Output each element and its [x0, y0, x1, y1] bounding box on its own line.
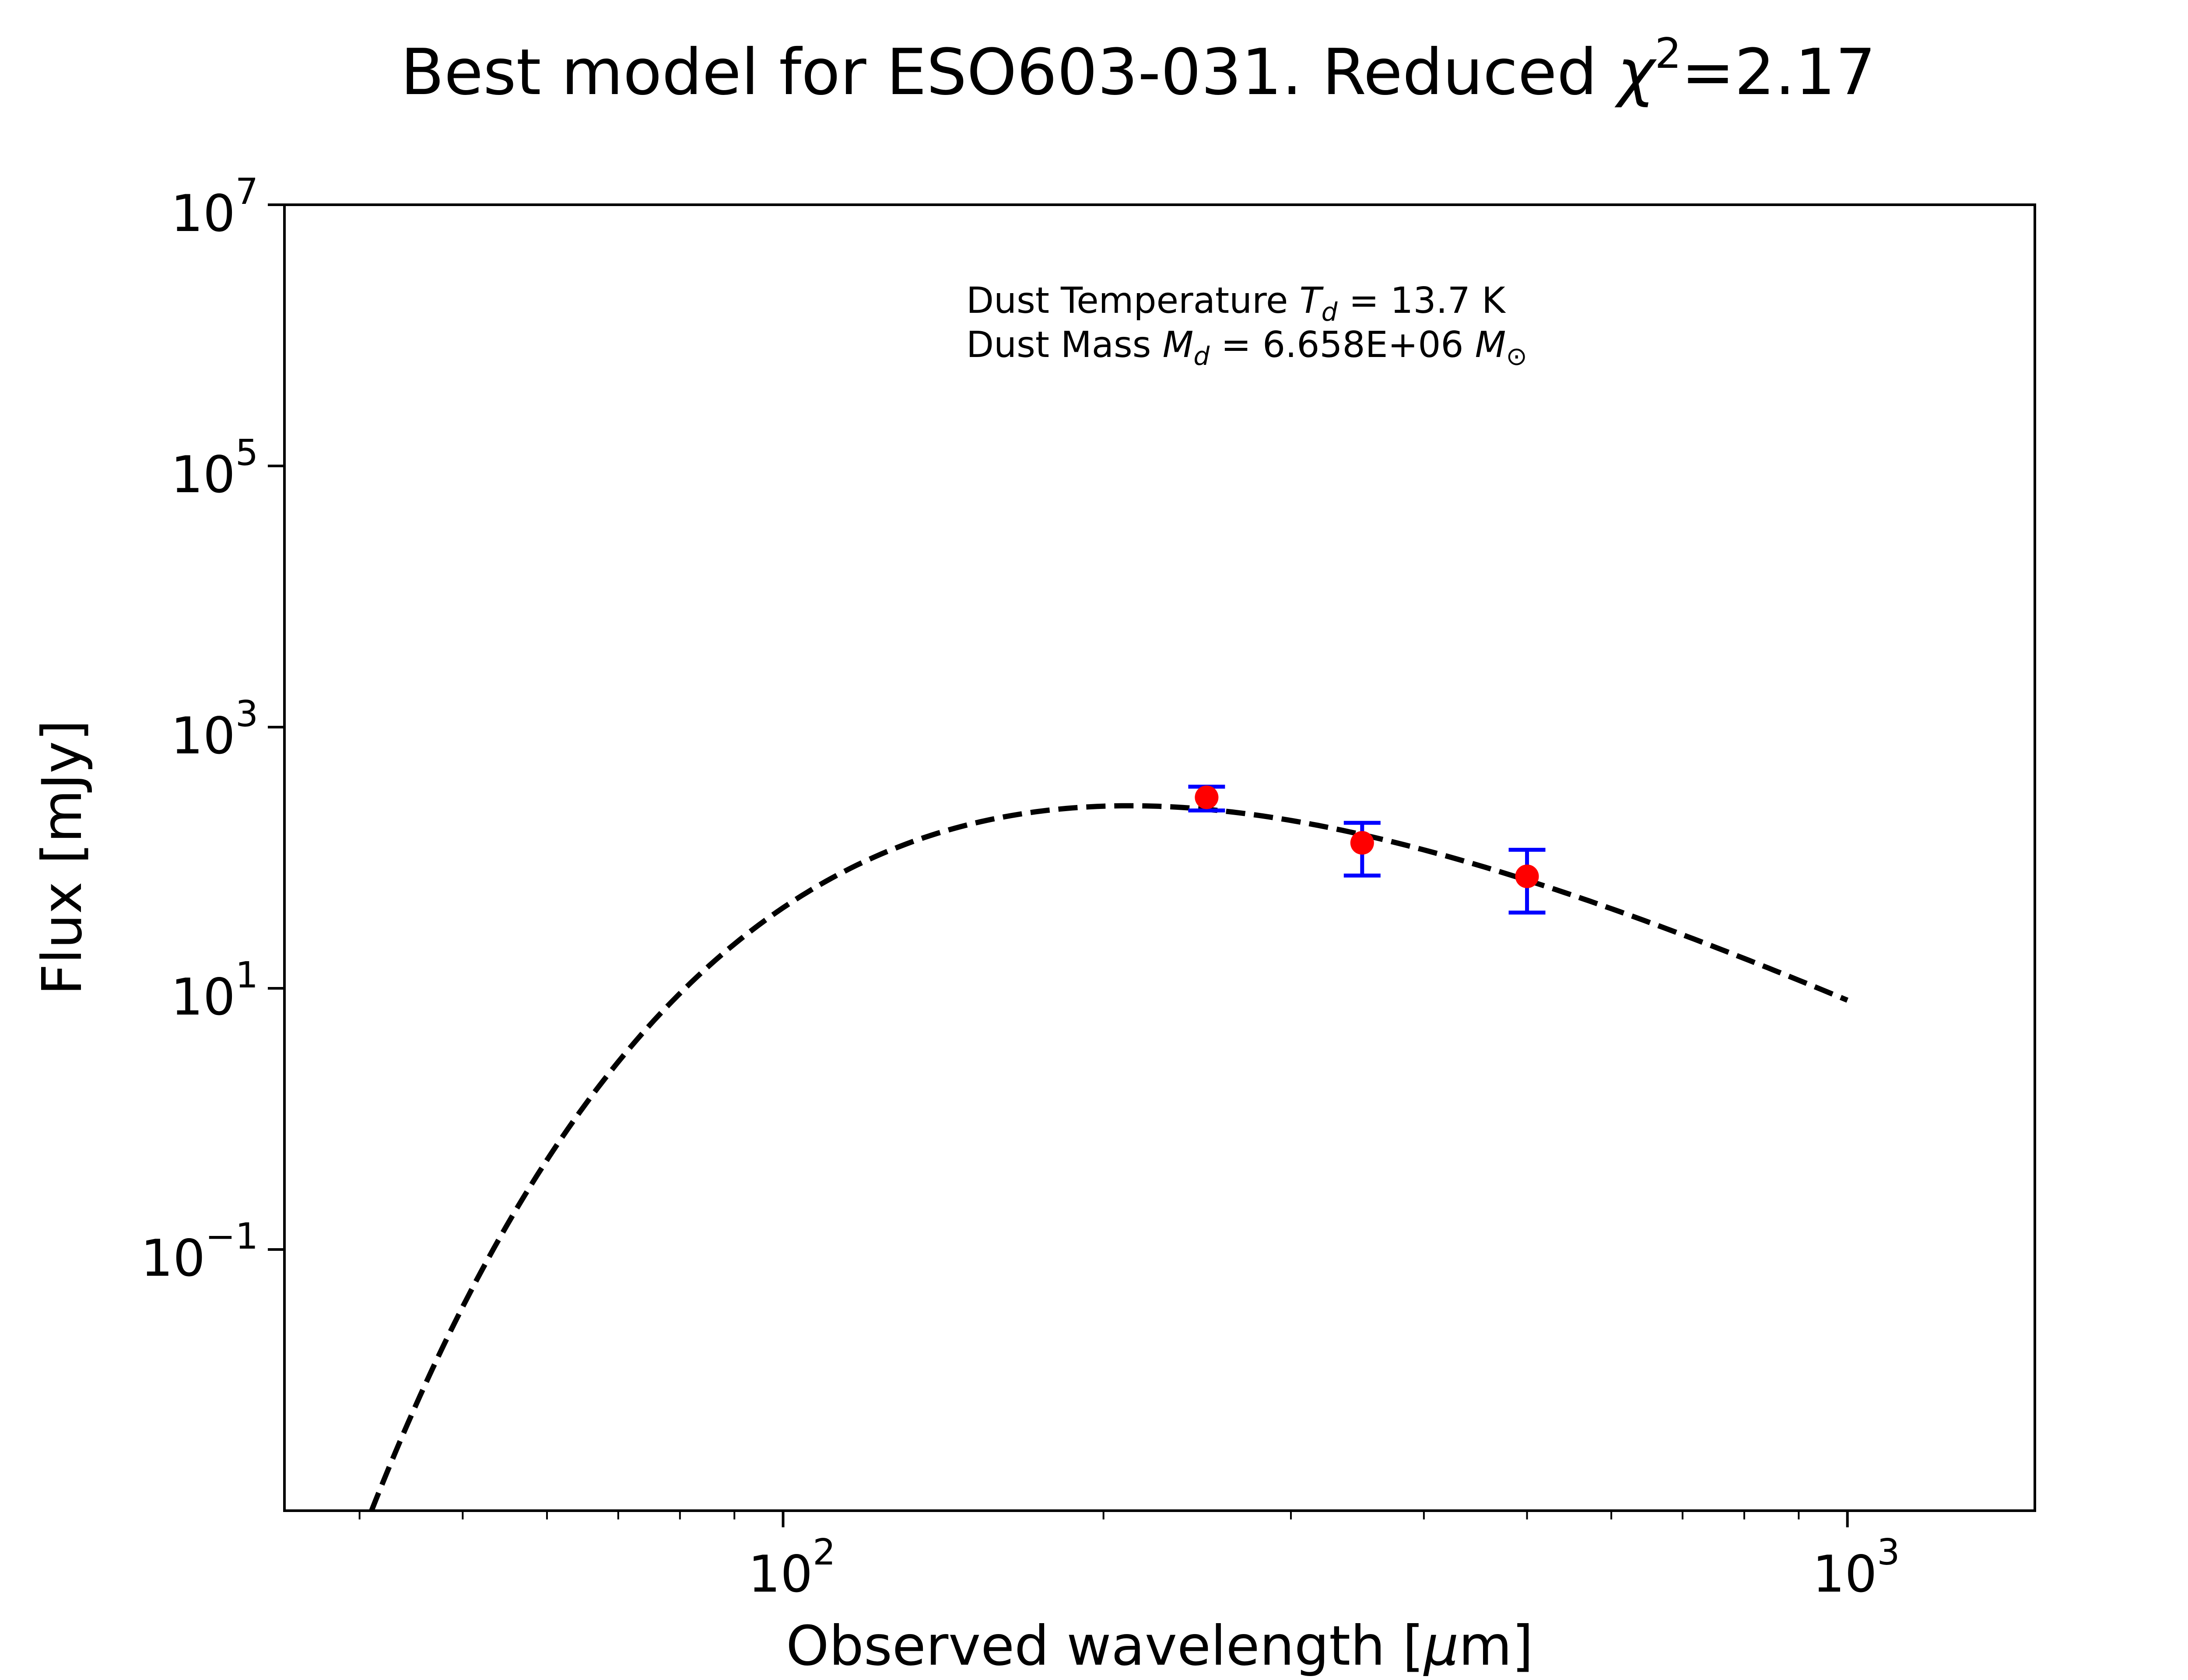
x-tick-label-1: 102 [748, 1532, 836, 1604]
y-tick-label-2: 101 [171, 955, 258, 1027]
model-curve-line [369, 803, 1848, 1512]
annotation-temperature-symbol: T [1300, 280, 1324, 322]
x-axis-label-post: m] [1459, 1614, 1533, 1678]
y-axis-label: Flux [mJy] [31, 720, 94, 995]
annotation-mass: Dust Mass Md = 6.658E+06 M⊙ [966, 324, 1527, 371]
model-curve-layer [369, 803, 1848, 1512]
y-tick-label-5: 107 [171, 171, 258, 243]
data-marker-1 [1195, 785, 1219, 809]
annotation-mass-pre: Dust Mass [966, 324, 1163, 366]
chart-title-main: Best model for ESO603-031. Reduced [400, 35, 1617, 109]
axis-ticks-layer: 10−1 101 103 105 107 102 103 [141, 171, 1900, 1604]
data-marker-3 [1515, 864, 1539, 889]
annotation-temperature-subscript: d [1322, 297, 1338, 327]
annotation-temperature-post: = 13.7 K [1337, 280, 1506, 322]
x-axis-label-pre: Observed wavelength [ [786, 1614, 1424, 1678]
annotation-mass-unit-subscript: ⊙ [1506, 341, 1527, 371]
plot-frame [283, 203, 2036, 1512]
data-point-3 [1508, 847, 1546, 915]
annotation-temperature-pre: Dust Temperature [966, 280, 1300, 322]
chart-title-chi: χ [1614, 35, 1657, 109]
x-tick-label-2: 103 [1813, 1532, 1900, 1604]
data-point-1 [1188, 784, 1225, 813]
annotation-mass-unit: M [1475, 324, 1506, 366]
y-tick-label-4: 105 [171, 432, 258, 504]
chart-title-exponent: 2 [1655, 30, 1681, 78]
annotation-temperature: Dust Temperature Td = 13.7 K [966, 280, 1506, 327]
x-axis-label: Observed wavelength [μm] [786, 1614, 1533, 1678]
chart-title-value: =2.17 [1681, 35, 1876, 109]
data-point-2 [1343, 821, 1381, 878]
y-tick-label-3: 103 [171, 693, 258, 766]
annotation-mass-symbol: M [1163, 324, 1194, 366]
annotation-mass-post: = 6.658E+06 [1210, 324, 1475, 366]
chart-title: Best model for ESO603-031. Reduced χ2=2.… [400, 30, 1876, 109]
x-axis-label-mu: μ [1423, 1614, 1459, 1678]
data-marker-2 [1350, 831, 1374, 855]
annotation-mass-subscript: d [1193, 341, 1210, 371]
observed-points-layer [1188, 784, 1546, 915]
y-tick-label-1: 10−1 [141, 1216, 259, 1288]
